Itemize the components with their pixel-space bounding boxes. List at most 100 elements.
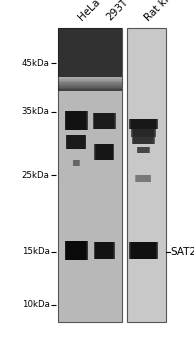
FancyBboxPatch shape (138, 137, 139, 144)
Text: Rat kidney: Rat kidney (143, 0, 190, 23)
FancyBboxPatch shape (134, 137, 135, 144)
FancyBboxPatch shape (67, 241, 68, 260)
FancyBboxPatch shape (147, 241, 148, 259)
FancyBboxPatch shape (68, 241, 69, 260)
FancyBboxPatch shape (84, 241, 85, 260)
FancyBboxPatch shape (79, 160, 80, 166)
FancyBboxPatch shape (108, 113, 109, 128)
FancyBboxPatch shape (106, 242, 107, 259)
FancyBboxPatch shape (147, 175, 148, 182)
FancyBboxPatch shape (142, 241, 143, 259)
FancyBboxPatch shape (136, 175, 137, 182)
FancyBboxPatch shape (78, 111, 79, 130)
FancyBboxPatch shape (73, 160, 74, 166)
Text: 15kDa: 15kDa (22, 247, 49, 257)
FancyBboxPatch shape (86, 241, 87, 260)
FancyBboxPatch shape (109, 242, 110, 259)
FancyBboxPatch shape (149, 119, 150, 129)
FancyBboxPatch shape (151, 241, 152, 259)
FancyBboxPatch shape (150, 175, 151, 182)
FancyBboxPatch shape (142, 175, 143, 182)
FancyBboxPatch shape (140, 129, 141, 137)
FancyBboxPatch shape (102, 242, 103, 259)
FancyBboxPatch shape (97, 113, 98, 128)
FancyBboxPatch shape (132, 137, 133, 144)
FancyBboxPatch shape (95, 242, 96, 259)
FancyBboxPatch shape (58, 88, 122, 89)
FancyBboxPatch shape (142, 129, 143, 137)
FancyBboxPatch shape (139, 175, 140, 182)
FancyBboxPatch shape (78, 135, 79, 149)
FancyBboxPatch shape (58, 79, 122, 80)
FancyBboxPatch shape (136, 241, 137, 259)
FancyBboxPatch shape (148, 241, 149, 259)
FancyBboxPatch shape (149, 129, 150, 137)
FancyBboxPatch shape (83, 135, 84, 149)
FancyBboxPatch shape (139, 241, 140, 259)
FancyBboxPatch shape (141, 147, 142, 153)
FancyBboxPatch shape (147, 119, 148, 129)
FancyBboxPatch shape (147, 137, 148, 144)
FancyBboxPatch shape (85, 111, 86, 130)
FancyBboxPatch shape (137, 147, 138, 153)
FancyBboxPatch shape (81, 241, 82, 260)
Text: SAT2: SAT2 (171, 247, 194, 257)
FancyBboxPatch shape (95, 113, 96, 128)
FancyBboxPatch shape (146, 175, 147, 182)
FancyBboxPatch shape (97, 144, 98, 160)
Text: 25kDa: 25kDa (22, 170, 49, 180)
FancyBboxPatch shape (142, 147, 143, 153)
FancyBboxPatch shape (67, 111, 68, 130)
FancyBboxPatch shape (65, 241, 66, 260)
FancyBboxPatch shape (138, 175, 139, 182)
FancyBboxPatch shape (146, 147, 147, 153)
FancyBboxPatch shape (108, 144, 109, 160)
FancyBboxPatch shape (71, 135, 72, 149)
FancyBboxPatch shape (102, 144, 103, 160)
FancyBboxPatch shape (104, 144, 105, 160)
FancyBboxPatch shape (114, 113, 115, 128)
FancyBboxPatch shape (110, 113, 111, 128)
FancyBboxPatch shape (84, 111, 85, 130)
FancyBboxPatch shape (83, 111, 84, 130)
FancyBboxPatch shape (150, 129, 151, 137)
FancyBboxPatch shape (76, 135, 77, 149)
FancyBboxPatch shape (111, 242, 112, 259)
FancyBboxPatch shape (153, 129, 154, 137)
FancyBboxPatch shape (145, 241, 146, 259)
FancyBboxPatch shape (135, 137, 136, 144)
FancyBboxPatch shape (134, 241, 135, 259)
FancyBboxPatch shape (129, 119, 130, 129)
FancyBboxPatch shape (141, 175, 142, 182)
FancyBboxPatch shape (135, 119, 136, 129)
FancyBboxPatch shape (85, 135, 86, 149)
FancyBboxPatch shape (83, 241, 84, 260)
FancyBboxPatch shape (77, 135, 78, 149)
FancyBboxPatch shape (95, 144, 96, 160)
Text: 293T: 293T (104, 0, 130, 23)
FancyBboxPatch shape (81, 135, 82, 149)
FancyBboxPatch shape (144, 241, 145, 259)
FancyBboxPatch shape (148, 137, 149, 144)
FancyBboxPatch shape (104, 113, 105, 128)
FancyBboxPatch shape (100, 242, 101, 259)
FancyBboxPatch shape (94, 113, 95, 128)
FancyBboxPatch shape (148, 119, 149, 129)
FancyBboxPatch shape (103, 113, 104, 128)
FancyBboxPatch shape (148, 129, 149, 137)
FancyBboxPatch shape (142, 137, 143, 144)
FancyBboxPatch shape (127, 28, 166, 322)
FancyBboxPatch shape (111, 144, 112, 160)
FancyBboxPatch shape (135, 175, 136, 182)
FancyBboxPatch shape (77, 160, 78, 166)
FancyBboxPatch shape (136, 137, 137, 144)
FancyBboxPatch shape (114, 242, 115, 259)
FancyBboxPatch shape (82, 111, 83, 130)
FancyBboxPatch shape (130, 119, 131, 129)
FancyBboxPatch shape (97, 242, 98, 259)
FancyBboxPatch shape (147, 147, 148, 153)
FancyBboxPatch shape (138, 147, 139, 153)
FancyBboxPatch shape (144, 175, 145, 182)
FancyBboxPatch shape (142, 119, 143, 129)
FancyBboxPatch shape (145, 137, 146, 144)
